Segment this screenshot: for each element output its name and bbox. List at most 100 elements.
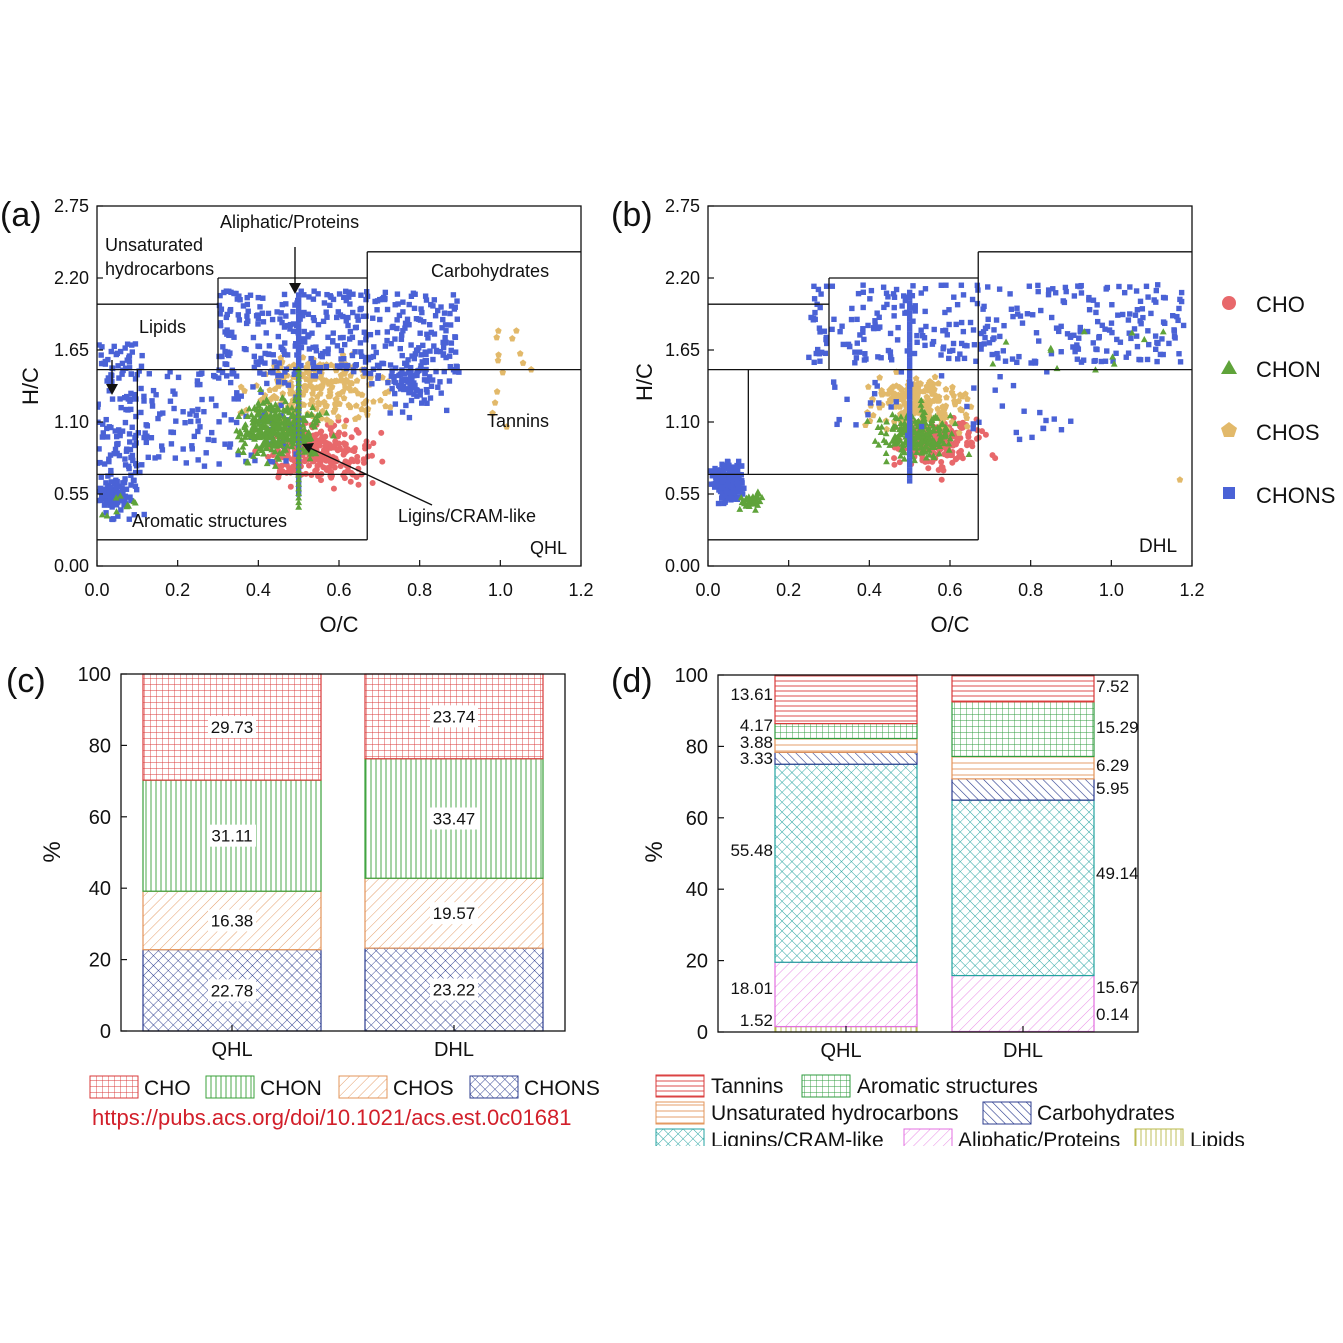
point-chons [817,329,823,335]
point-chons [418,306,424,312]
point-chon [272,400,279,408]
point-chon [235,447,242,454]
point-chons [310,365,317,372]
point-chons [724,458,731,465]
point-chons [1102,326,1108,332]
point-chons [117,396,123,402]
point-chons [153,392,159,398]
panel-b: (b) 0.0 0.2 0.4 0.6 0.8 1.0 1.2 0.00 0.55 1.10 1.6… [611,196,1205,637]
point-chons [226,288,232,294]
legend-d-carbo-swatch [982,1101,1032,1125]
point-chons [340,334,346,341]
point-chons [405,357,411,363]
point-chons [339,362,345,368]
point-chon [877,428,885,435]
point-chos [353,377,361,384]
point-chons [170,429,177,436]
point-chon [268,446,276,453]
point-chos [332,401,339,408]
point-chons [114,450,120,457]
point-chons [266,351,272,358]
point-chons [244,294,250,301]
arrow-unsat-icon [106,384,118,395]
point-chons [132,434,138,441]
point-chons [402,325,408,331]
point-chons [127,494,133,500]
point-chon [249,432,257,440]
point-chons [1026,283,1033,289]
point-chon [930,453,938,461]
point-chons [343,288,349,295]
point-chon [295,407,303,414]
point-chons [344,362,351,369]
point-cho [326,464,333,471]
source-url[interactable]: https://pubs.acs.org/doi/10.1021/acs.est… [92,1105,571,1130]
point-chons [414,372,420,378]
ytick-label: 100 [675,665,708,687]
point-chons [125,407,131,413]
bar-segment-carbohydrates [774,751,918,765]
point-chons [722,499,728,505]
point-chons [1024,311,1031,317]
point-chons [906,357,913,364]
b-ytick-label: 2.20 [665,268,700,288]
point-chons [865,412,871,418]
bar-segment-aliphatic-proteins [951,974,1095,1033]
point-chons [1048,314,1055,321]
point-chons [906,294,913,301]
point-chons [1001,322,1007,329]
point-chos [943,394,950,401]
point-chos [932,392,940,399]
point-chons [1070,344,1076,350]
point-chon [892,413,900,421]
point-chons [389,385,395,392]
legend-c-chons-swatch [469,1075,519,1099]
ytick-label: 40 [686,879,708,901]
point-chos [499,368,507,376]
point-chons [1178,289,1185,296]
legend-chos-label: CHOS [1256,420,1320,445]
point-chons [729,479,735,485]
point-chon [256,425,264,433]
point-chons [221,289,227,296]
point-cho [322,443,329,450]
point-chons [330,330,336,336]
point-cho [982,431,989,438]
point-cho [343,417,350,424]
point-chons [978,346,984,352]
point-cho [265,453,272,460]
point-chons [1002,358,1009,364]
point-cho [959,419,966,426]
point-chos [887,397,894,405]
point-chons [1058,427,1065,433]
point-chons [732,475,738,482]
point-chon [864,417,871,424]
point-chon [284,419,292,427]
point-chons [1063,288,1069,295]
point-chos [491,399,499,406]
point-chos [912,375,920,382]
point-cho [322,433,329,440]
point-chon [871,437,879,444]
point-chons [1093,309,1099,316]
point-chons [906,399,913,406]
point-chon [258,406,266,413]
point-chons [195,406,201,413]
point-chos [495,351,502,358]
point-chons [1052,290,1059,296]
point-chons [420,342,426,349]
point-chons [946,307,952,313]
point-chons [1071,293,1078,299]
point-chons [816,351,823,357]
point-chos [327,418,335,426]
panel-c-axes: 0 20 40 60 80 100 [78,664,455,1043]
point-chons [1077,324,1084,331]
point-chons [854,316,860,323]
point-chons [417,388,424,395]
point-chons [354,313,360,319]
value-label: 0.14 [1096,1005,1129,1024]
point-chons [131,442,138,449]
point-chons [108,348,114,355]
point-chon [295,443,303,451]
point-chons [425,335,431,341]
